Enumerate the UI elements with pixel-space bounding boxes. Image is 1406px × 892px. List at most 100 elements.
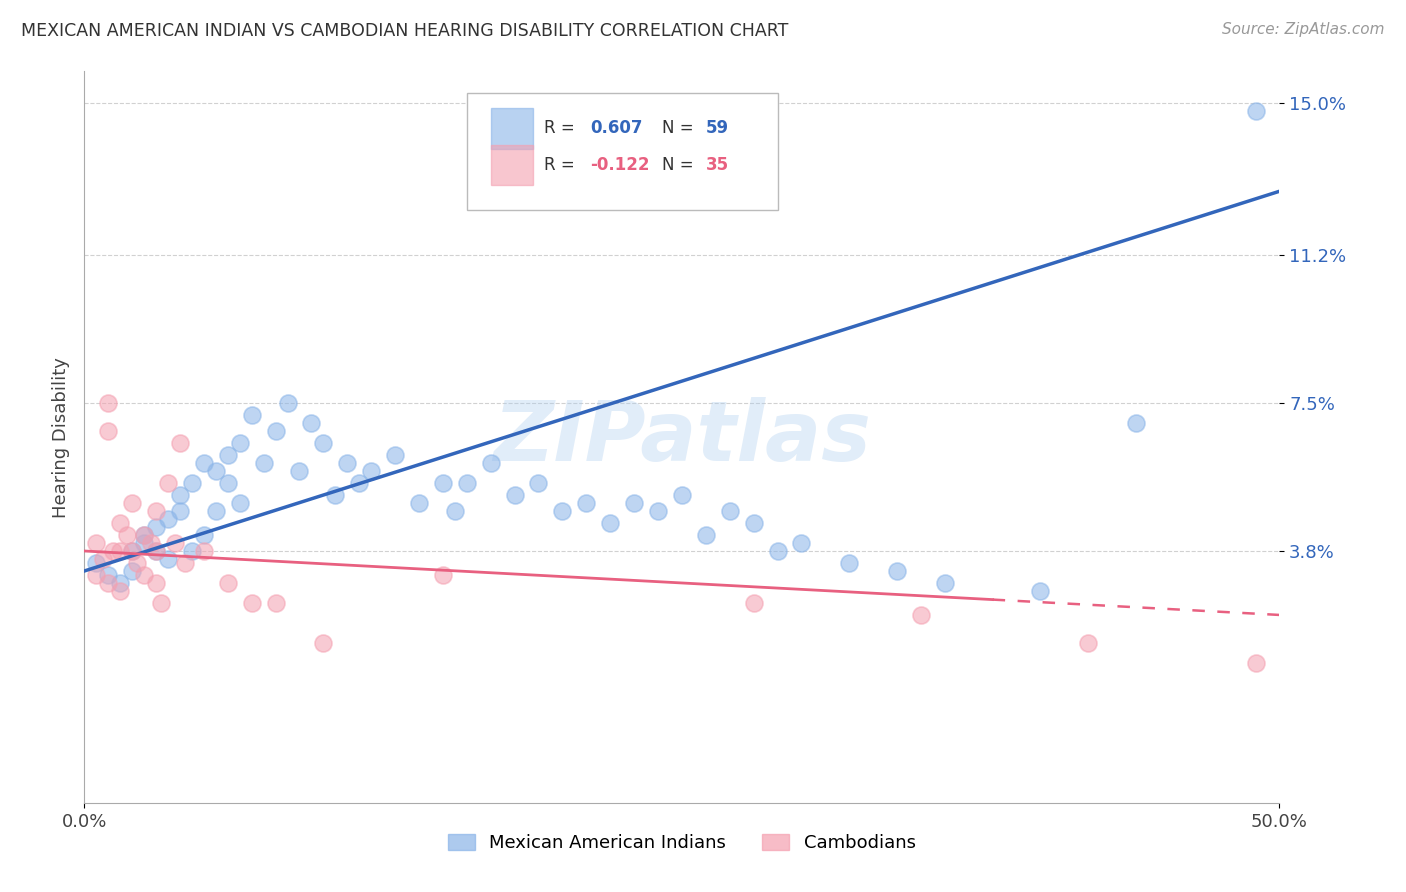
Point — [86, 556, 108, 570]
Point — [312, 636, 335, 650]
Point — [145, 504, 167, 518]
Point — [217, 576, 239, 591]
Point — [145, 544, 167, 558]
Point — [1125, 416, 1147, 430]
Point — [503, 488, 526, 502]
Point — [229, 436, 252, 450]
Point — [86, 568, 108, 582]
Point — [790, 536, 813, 550]
Point — [1077, 636, 1099, 650]
FancyBboxPatch shape — [491, 145, 533, 186]
Point — [193, 544, 215, 558]
Point — [110, 544, 132, 558]
Point — [193, 528, 215, 542]
Point — [205, 504, 228, 518]
Point — [181, 476, 204, 491]
Point — [240, 408, 263, 422]
Point — [349, 476, 371, 491]
Point — [169, 436, 191, 450]
Text: ZIPatlas: ZIPatlas — [494, 397, 870, 477]
Point — [312, 436, 335, 450]
Point — [97, 576, 120, 591]
Text: R =: R = — [544, 156, 581, 174]
Text: N =: N = — [662, 120, 699, 137]
Point — [1244, 656, 1267, 670]
Point — [229, 496, 252, 510]
Point — [551, 504, 574, 518]
Point — [97, 568, 120, 582]
Point — [132, 528, 156, 542]
Point — [325, 488, 347, 502]
Point — [132, 536, 156, 550]
Point — [217, 476, 239, 491]
Point — [264, 424, 287, 438]
Point — [205, 464, 228, 478]
Point — [121, 564, 143, 578]
Point — [240, 596, 263, 610]
Point — [671, 488, 693, 502]
Point — [141, 536, 163, 550]
Point — [1029, 584, 1052, 599]
Point — [121, 544, 143, 558]
Point — [110, 576, 132, 591]
Point — [408, 496, 430, 510]
Point — [886, 564, 908, 578]
Point — [132, 568, 156, 582]
Text: 59: 59 — [706, 120, 728, 137]
Point — [599, 516, 621, 530]
Point — [695, 528, 717, 542]
Point — [479, 456, 502, 470]
Point — [742, 516, 765, 530]
Point — [384, 448, 406, 462]
Point — [145, 544, 167, 558]
Point — [934, 576, 956, 591]
Point — [157, 512, 180, 526]
Point — [336, 456, 359, 470]
Point — [432, 476, 454, 491]
Point — [165, 536, 187, 550]
Point — [527, 476, 550, 491]
Point — [432, 568, 454, 582]
Text: -0.122: -0.122 — [591, 156, 650, 174]
Point — [121, 496, 143, 510]
Point — [173, 556, 195, 570]
Point — [575, 496, 598, 510]
Point — [97, 424, 120, 438]
Point — [193, 456, 215, 470]
Text: 35: 35 — [706, 156, 728, 174]
Point — [181, 544, 204, 558]
Point — [444, 504, 467, 518]
Point — [157, 476, 180, 491]
Point — [110, 584, 132, 599]
Point — [766, 544, 789, 558]
Point — [301, 416, 323, 430]
Point — [742, 596, 765, 610]
Point — [718, 504, 741, 518]
Point — [910, 607, 932, 622]
Point — [277, 396, 299, 410]
Point — [288, 464, 311, 478]
Point — [125, 556, 148, 570]
Point — [623, 496, 645, 510]
Point — [157, 552, 180, 566]
Point — [110, 516, 132, 530]
Point — [132, 528, 156, 542]
Text: Source: ZipAtlas.com: Source: ZipAtlas.com — [1222, 22, 1385, 37]
Point — [647, 504, 669, 518]
Point — [93, 552, 115, 566]
Point — [97, 396, 120, 410]
Point — [253, 456, 276, 470]
Point — [117, 528, 139, 542]
Point — [86, 536, 108, 550]
Point — [456, 476, 478, 491]
Point — [121, 544, 143, 558]
Legend: Mexican American Indians, Cambodians: Mexican American Indians, Cambodians — [449, 834, 915, 852]
Point — [838, 556, 860, 570]
Text: N =: N = — [662, 156, 699, 174]
Text: R =: R = — [544, 120, 581, 137]
FancyBboxPatch shape — [491, 108, 533, 149]
Point — [217, 448, 239, 462]
Point — [1244, 104, 1267, 119]
Point — [169, 488, 191, 502]
Point — [145, 576, 167, 591]
